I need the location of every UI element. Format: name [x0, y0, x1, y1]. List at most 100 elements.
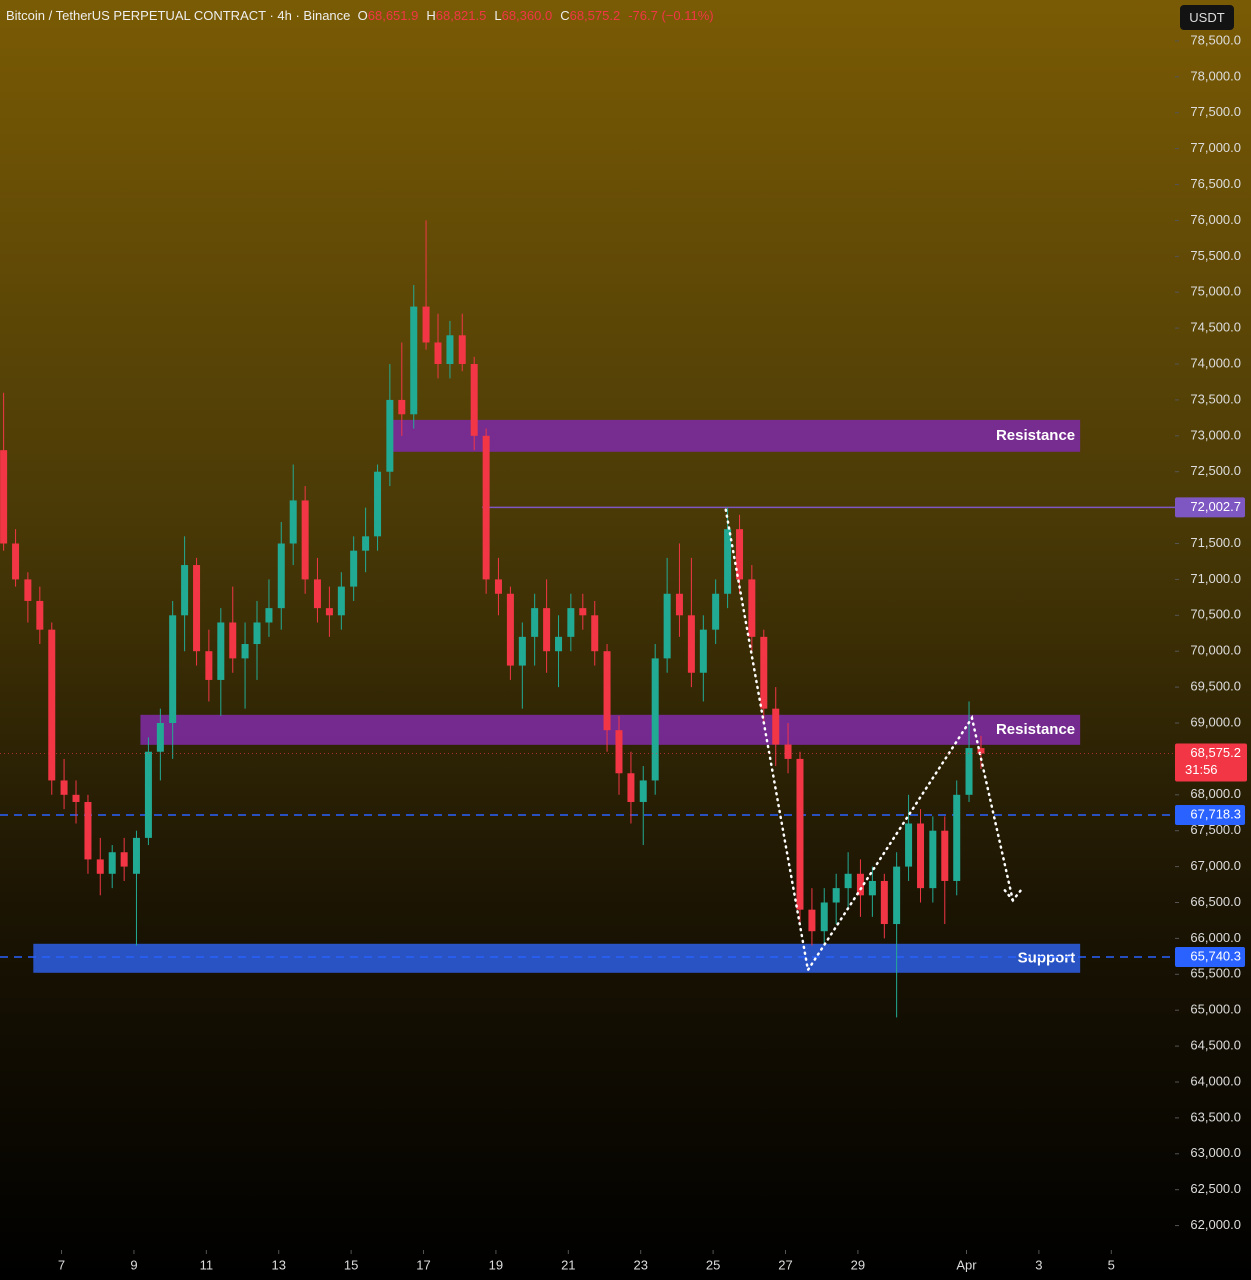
candle-body — [193, 565, 201, 652]
candle-body — [494, 579, 502, 594]
x-tick-label: Apr — [956, 1257, 977, 1272]
candle-body — [398, 399, 406, 415]
candle-body — [687, 615, 695, 673]
candle-body — [72, 794, 80, 802]
candle-body — [0, 450, 8, 544]
candle-body — [12, 543, 20, 580]
price-tag — [1175, 805, 1245, 826]
x-tick-label: 29 — [851, 1257, 865, 1272]
candle-body — [470, 364, 478, 436]
x-tick-label: 11 — [200, 1257, 214, 1272]
candle-body — [531, 608, 539, 637]
candle-body — [929, 830, 937, 889]
candle-body — [663, 593, 671, 659]
high: 68,821.5 — [435, 8, 487, 23]
y-tick-label: 75,000.0 — [1190, 284, 1241, 299]
candle-body — [374, 471, 382, 537]
candle-body — [808, 909, 816, 932]
h-label: H — [426, 8, 436, 23]
y-tick-label: 69,000.0 — [1190, 714, 1241, 729]
candle-body — [543, 608, 551, 652]
y-tick-label: 78,500.0 — [1190, 32, 1241, 47]
candle-body — [325, 608, 333, 616]
candle-body — [615, 730, 623, 774]
candle-body — [482, 435, 490, 580]
candle-body — [458, 335, 466, 365]
last-price-tag — [1175, 743, 1247, 782]
currency-button[interactable]: USDT — [1180, 5, 1234, 30]
x-tick-label: 5 — [1108, 1257, 1115, 1272]
l-label: L — [494, 8, 502, 23]
candle-body — [796, 758, 804, 910]
candle-body — [893, 866, 901, 925]
candle-body — [748, 579, 756, 637]
y-tick-label: 71,000.0 — [1190, 571, 1241, 586]
candle-body — [555, 636, 563, 652]
price-tag-label: 65,740.3 — [1190, 948, 1241, 963]
candle-body — [675, 593, 683, 616]
candle-body — [422, 306, 430, 343]
candle-body — [579, 608, 587, 616]
y-tick-label: 63,500.0 — [1190, 1109, 1241, 1124]
y-tick-label: 77,500.0 — [1190, 104, 1241, 119]
y-tick-label: 75,500.0 — [1190, 248, 1241, 263]
x-tick-label: 9 — [130, 1257, 137, 1272]
y-tick-label: 64,500.0 — [1190, 1038, 1241, 1053]
y-tick-label: 72,500.0 — [1190, 463, 1241, 478]
o-label: O — [357, 8, 368, 23]
zone — [390, 419, 1081, 452]
price-tag-label: 67,718.3 — [1190, 806, 1241, 821]
candle-body — [591, 615, 599, 652]
y-tick-label: 74,000.0 — [1190, 355, 1241, 370]
y-tick-label: 73,000.0 — [1190, 427, 1241, 442]
candle-body — [784, 744, 792, 759]
x-tick-label: 17 — [416, 1257, 430, 1272]
candle-body — [627, 773, 635, 802]
candle-body — [410, 306, 418, 415]
price-tag-label: 72,002.7 — [1190, 499, 1241, 514]
last-price-label: 68,575.2 — [1190, 745, 1241, 760]
y-tick-label: 66,000.0 — [1190, 930, 1241, 945]
symbol: Bitcoin / TetherUS PERPETUAL CONTRACT · … — [6, 8, 351, 23]
candle-body — [144, 751, 152, 838]
y-tick-label: 73,500.0 — [1190, 391, 1241, 406]
candle-body — [84, 801, 92, 860]
candle-body — [181, 565, 189, 616]
y-tick-label: 70,000.0 — [1190, 643, 1241, 658]
candle-body — [820, 902, 828, 932]
zone — [33, 943, 1081, 973]
x-tick-label: 25 — [706, 1257, 720, 1272]
candle-body — [205, 651, 213, 680]
y-tick-label: 65,000.0 — [1190, 1002, 1241, 1017]
candle-body — [977, 748, 985, 754]
candle-body — [277, 543, 285, 609]
candle-body — [169, 615, 177, 724]
candle-body — [724, 529, 732, 594]
y-tick-label: 66,500.0 — [1190, 894, 1241, 909]
zone-label: Resistance — [996, 427, 1075, 444]
candle-body — [832, 888, 840, 903]
close: 68,575.2 — [569, 8, 621, 23]
candle-body — [953, 794, 961, 881]
candle-body — [350, 550, 358, 587]
candle-body — [60, 780, 68, 795]
candle-body — [362, 536, 370, 551]
candle-body — [48, 629, 56, 781]
candle-body — [856, 873, 864, 896]
candle-body — [337, 586, 345, 616]
open: 68,651.9 — [367, 8, 419, 23]
low: 68,360.0 — [501, 8, 553, 23]
y-tick-label: 62,500.0 — [1190, 1181, 1241, 1196]
y-tick-label: 74,500.0 — [1190, 320, 1241, 335]
candle-body — [868, 880, 876, 896]
candle-body — [712, 593, 720, 630]
candle-body — [941, 830, 949, 881]
y-tick-label: 68,000.0 — [1190, 786, 1241, 801]
candle-body — [905, 823, 913, 867]
x-tick-label: 15 — [344, 1257, 358, 1272]
candle-body — [844, 873, 852, 889]
candle-body — [253, 622, 261, 645]
y-tick-label: 64,000.0 — [1190, 1073, 1241, 1088]
candle-body — [434, 342, 442, 365]
